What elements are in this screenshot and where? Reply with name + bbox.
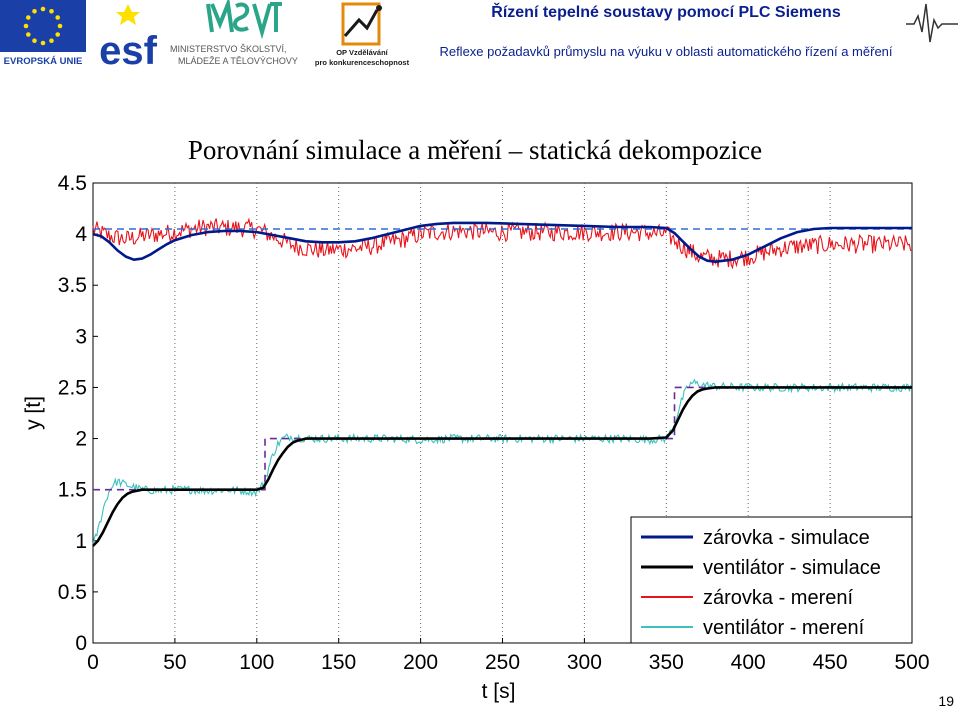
msmt-line1: MINISTERSTVO ŠKOLSTVÍ,: [170, 44, 287, 54]
eu-star: [32, 38, 37, 43]
y-tick-label: 0: [75, 632, 87, 655]
y-tick-label: 2: [75, 428, 87, 451]
y-tick-label: 2.5: [58, 376, 87, 399]
eu-star: [23, 23, 29, 29]
legend-label: zárovka - simulace: [703, 527, 870, 549]
series-zarovka-mereni: [92, 217, 912, 270]
x-tick-label: 250: [485, 651, 520, 674]
legend-label: ventilátor - merení: [703, 617, 865, 639]
legend-label: zárovka - merení: [703, 587, 853, 609]
eu-star: [32, 9, 37, 14]
msmt-line2: MLÁDEŽE A TĚLOVÝCHOVY: [178, 56, 298, 66]
x-tick-label: 100: [239, 651, 274, 674]
x-tick-label: 400: [731, 651, 766, 674]
y-tick-label: 3.5: [58, 274, 87, 297]
op-logo: OP Vzdělávání pro konkurenceschopnost: [315, 2, 410, 67]
y-tick-label: 4.5: [58, 172, 87, 195]
header-subtitle: Reflexe požadavků průmyslu na výuku v ob…: [439, 44, 893, 59]
op-line1: OP Vzdělávání: [336, 48, 388, 57]
x-tick-label: 450: [813, 651, 848, 674]
signal-wave-icon: [906, 3, 958, 43]
eu-flag-logo: EVROPSKÁ UNIE: [0, 0, 86, 67]
legend-label: ventilátor - simulace: [703, 557, 881, 579]
header: EVROPSKÁ UNIE esf MINISTERSTVO ŠKOLSTVÍ,…: [0, 0, 960, 72]
page-number: 19: [938, 693, 954, 709]
eu-star: [57, 23, 63, 29]
x-tick-label: 200: [403, 651, 438, 674]
series-ventilator-simulace: [92, 386, 912, 547]
slide-title: Porovnání simulace a měření – statická d…: [187, 135, 763, 165]
eu-star: [49, 9, 54, 14]
y-tick-label: 0.5: [58, 581, 87, 604]
x-tick-label: 0: [87, 651, 99, 674]
eu-star: [40, 40, 46, 46]
esf-label: esf: [99, 29, 157, 66]
eu-label: EVROPSKÁ UNIE: [4, 56, 83, 67]
series-zarovka-simulace: [92, 221, 912, 263]
x-tick-label: 300: [567, 651, 602, 674]
x-tick-label: 500: [894, 651, 929, 674]
op-line2: pro konkurenceschopnost: [315, 58, 410, 67]
eu-star: [49, 38, 54, 43]
x-tick-label: 150: [321, 651, 356, 674]
eu-star: [55, 32, 60, 37]
y-tick-label: 1: [75, 530, 87, 553]
x-axis-label: t [s]: [482, 680, 516, 703]
eu-star: [55, 15, 60, 20]
esf-logo: esf: [88, 2, 168, 66]
y-tick-label: 1.5: [58, 479, 87, 502]
eu-star: [40, 6, 46, 12]
eu-star: [26, 15, 31, 20]
chart: 0 50 100 150 200 250 300 350 400 450 500 0 0.5 1 1.5 2 2…: [22, 172, 930, 703]
eu-star: [26, 32, 31, 37]
x-tick-label: 350: [649, 651, 684, 674]
y-tick-label: 4: [75, 223, 87, 246]
y-tick-label: 3: [75, 325, 87, 348]
header-title: Řízení tepelné soustavy pomocí PLC Sieme…: [491, 4, 841, 21]
x-tick-label: 50: [163, 651, 186, 674]
msmt-logo: MINISTERSTVO ŠKOLSTVÍ, MLÁDEŽE A TĚLOVÝC…: [170, 0, 298, 66]
y-axis-label: y [t]: [22, 396, 45, 430]
